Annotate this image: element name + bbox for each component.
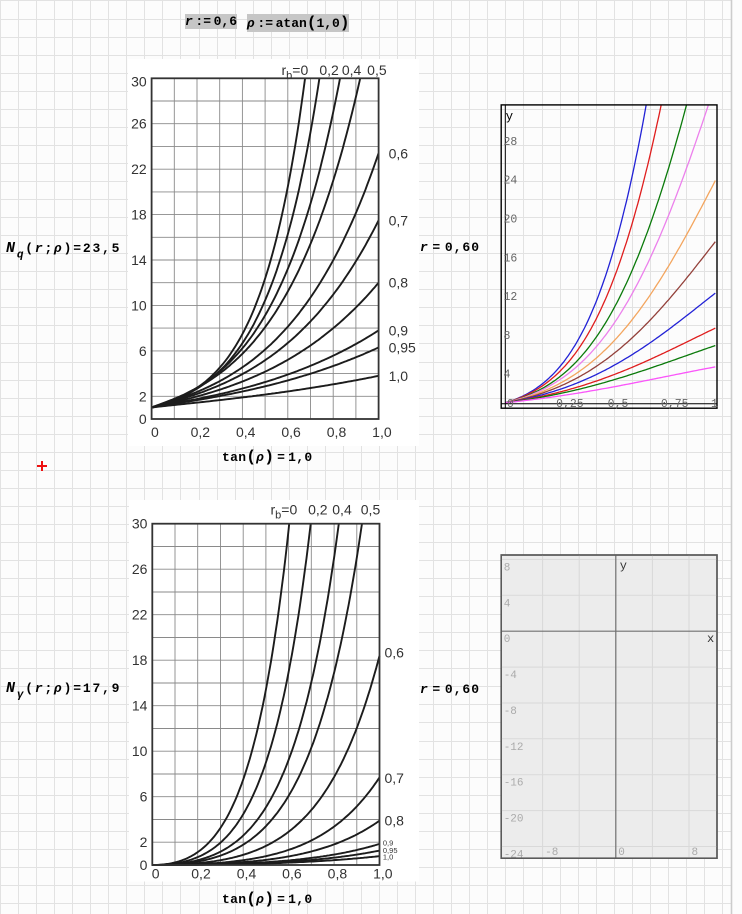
svg-text:4: 4 <box>504 598 511 610</box>
svg-text:0: 0 <box>507 398 514 411</box>
svg-text:0,4: 0,4 <box>342 62 362 78</box>
svg-text:-12: -12 <box>504 742 524 754</box>
svg-text:-8: -8 <box>504 706 517 718</box>
svg-text:0,6: 0,6 <box>389 145 409 161</box>
svg-text:26: 26 <box>131 116 147 132</box>
svg-text:20: 20 <box>504 214 518 227</box>
svg-text:30: 30 <box>131 516 147 532</box>
svg-text:0: 0 <box>151 424 159 440</box>
svg-text:0,95: 0,95 <box>389 340 416 356</box>
svg-text:-20: -20 <box>504 814 524 826</box>
svg-text:10: 10 <box>131 743 147 759</box>
svg-text:0,25: 0,25 <box>556 398 584 411</box>
svg-text:0,6: 0,6 <box>281 424 301 440</box>
svg-text:4: 4 <box>504 369 511 382</box>
svg-text:1,0: 1,0 <box>382 853 392 862</box>
svg-text:0,6: 0,6 <box>384 645 404 661</box>
svg-text:0,75: 0,75 <box>661 398 689 411</box>
svg-text:0,8: 0,8 <box>327 424 347 440</box>
svg-text:8: 8 <box>504 562 511 574</box>
svg-text:0,9: 0,9 <box>382 838 392 847</box>
svg-text:0,4: 0,4 <box>236 866 256 882</box>
svg-text:x: x <box>707 632 714 646</box>
svg-text:28: 28 <box>504 136 518 149</box>
svg-text:18: 18 <box>131 207 147 223</box>
svg-text:2: 2 <box>139 834 147 850</box>
svg-text:0: 0 <box>504 634 511 646</box>
svg-text:6: 6 <box>139 789 147 805</box>
svg-text:22: 22 <box>131 607 147 623</box>
svg-text:0,2: 0,2 <box>319 62 339 78</box>
svg-text:0,4: 0,4 <box>236 424 256 440</box>
svg-text:8: 8 <box>504 330 511 343</box>
svg-text:0,7: 0,7 <box>389 212 409 228</box>
svg-text:0,5: 0,5 <box>608 398 629 411</box>
svg-text:0,2: 0,2 <box>191 866 211 882</box>
svg-text:-4: -4 <box>504 670 518 682</box>
svg-text:24: 24 <box>504 175 518 188</box>
svg-text:-8: -8 <box>545 847 558 859</box>
svg-text:1,0: 1,0 <box>373 866 393 882</box>
svg-text:0,2: 0,2 <box>191 424 211 440</box>
svg-text:30: 30 <box>131 73 147 89</box>
svg-text:0,7: 0,7 <box>384 770 404 786</box>
svg-text:10: 10 <box>131 297 147 313</box>
svg-text:22: 22 <box>131 161 147 177</box>
svg-text:1,0: 1,0 <box>372 424 392 440</box>
svg-text:14: 14 <box>131 698 147 714</box>
svg-text:16: 16 <box>504 252 518 265</box>
svg-text:-24: -24 <box>504 850 524 862</box>
svg-text:1,0: 1,0 <box>389 368 409 384</box>
svg-text:0,5: 0,5 <box>367 62 387 78</box>
svg-text:0,4: 0,4 <box>332 502 352 518</box>
svg-text:0,8: 0,8 <box>389 275 409 291</box>
svg-text:12: 12 <box>504 291 518 304</box>
svg-text:18: 18 <box>131 652 147 668</box>
svg-text:14: 14 <box>131 252 147 268</box>
svg-text:0,9: 0,9 <box>389 322 409 338</box>
svg-text:1: 1 <box>711 398 718 411</box>
svg-text:0: 0 <box>151 866 159 882</box>
svg-text:0,5: 0,5 <box>360 502 380 518</box>
svg-text:0,6: 0,6 <box>282 866 302 882</box>
svg-text:0: 0 <box>139 857 147 873</box>
svg-text:6: 6 <box>139 343 147 359</box>
svg-text:0: 0 <box>139 411 147 427</box>
svg-text:y: y <box>506 110 514 124</box>
svg-text:y: y <box>620 559 627 573</box>
svg-text:26: 26 <box>131 561 147 577</box>
svg-text:0,8: 0,8 <box>384 812 404 828</box>
svg-text:0: 0 <box>618 847 625 859</box>
svg-text:0,2: 0,2 <box>308 502 328 518</box>
svg-text:8: 8 <box>692 847 699 859</box>
svg-text:2: 2 <box>139 388 147 404</box>
svg-text:-16: -16 <box>504 778 524 790</box>
svg-text:0,95: 0,95 <box>382 846 397 855</box>
svg-text:0,8: 0,8 <box>327 866 347 882</box>
